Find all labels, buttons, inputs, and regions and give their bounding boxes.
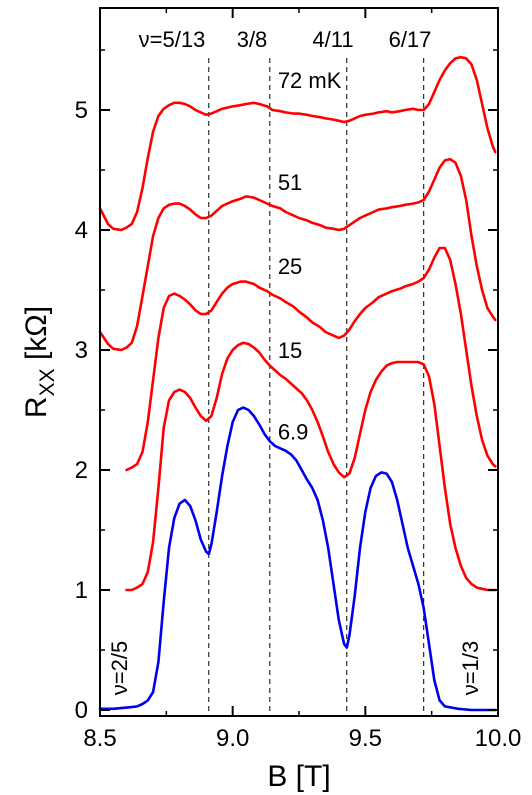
y-tick-label-4: 4 [75,217,88,244]
marker-label-1: 3/8 [237,27,268,52]
series-line-0 [98,55,497,232]
x-tick-label-0: 8.5 [83,725,116,752]
x-tick-label-2: 9.5 [349,725,382,752]
marker-label-0: ν=5/13 [139,27,206,52]
side-label-right: ν=1/3 [458,641,483,695]
y-tick-label-3: 3 [75,337,88,364]
series-label-3: 15 [278,338,302,363]
series-line-2 [125,246,497,472]
y-tick-label-1: 1 [75,577,88,604]
axis-ticks [99,8,499,716]
series-line-4 [98,406,497,712]
y-axis-title: RXX [kΩ] [20,306,59,418]
x-tick-label-3: 10.0 [475,725,522,752]
series-line-1 [98,157,497,352]
series-line-3 [125,341,497,592]
marker-label-3: 6/17 [389,27,432,52]
series-label-1: 51 [278,170,302,195]
x-axis-title: B [T] [267,760,330,793]
series-label-4: 6.9 [278,420,309,445]
text-labels: 8.5 9.0 9.5 10.0 0 1 2 3 4 5 B [T] RXX [kΩ] ν=5/13 3/… [20,27,521,793]
series-label-0: 72 mK [278,68,342,93]
x-tick-label-1: 9.0 [216,725,249,752]
y-tick-label-2: 2 [75,457,88,484]
y-tick-label-0: 0 [75,697,88,724]
fraction-marker-lines [208,58,425,716]
marker-label-2: 4/11 [312,27,353,52]
series-label-2: 25 [278,254,302,279]
series-layer [98,55,497,712]
y-tick-label-5: 5 [75,97,88,124]
side-label-left: ν=2/5 [107,641,132,695]
